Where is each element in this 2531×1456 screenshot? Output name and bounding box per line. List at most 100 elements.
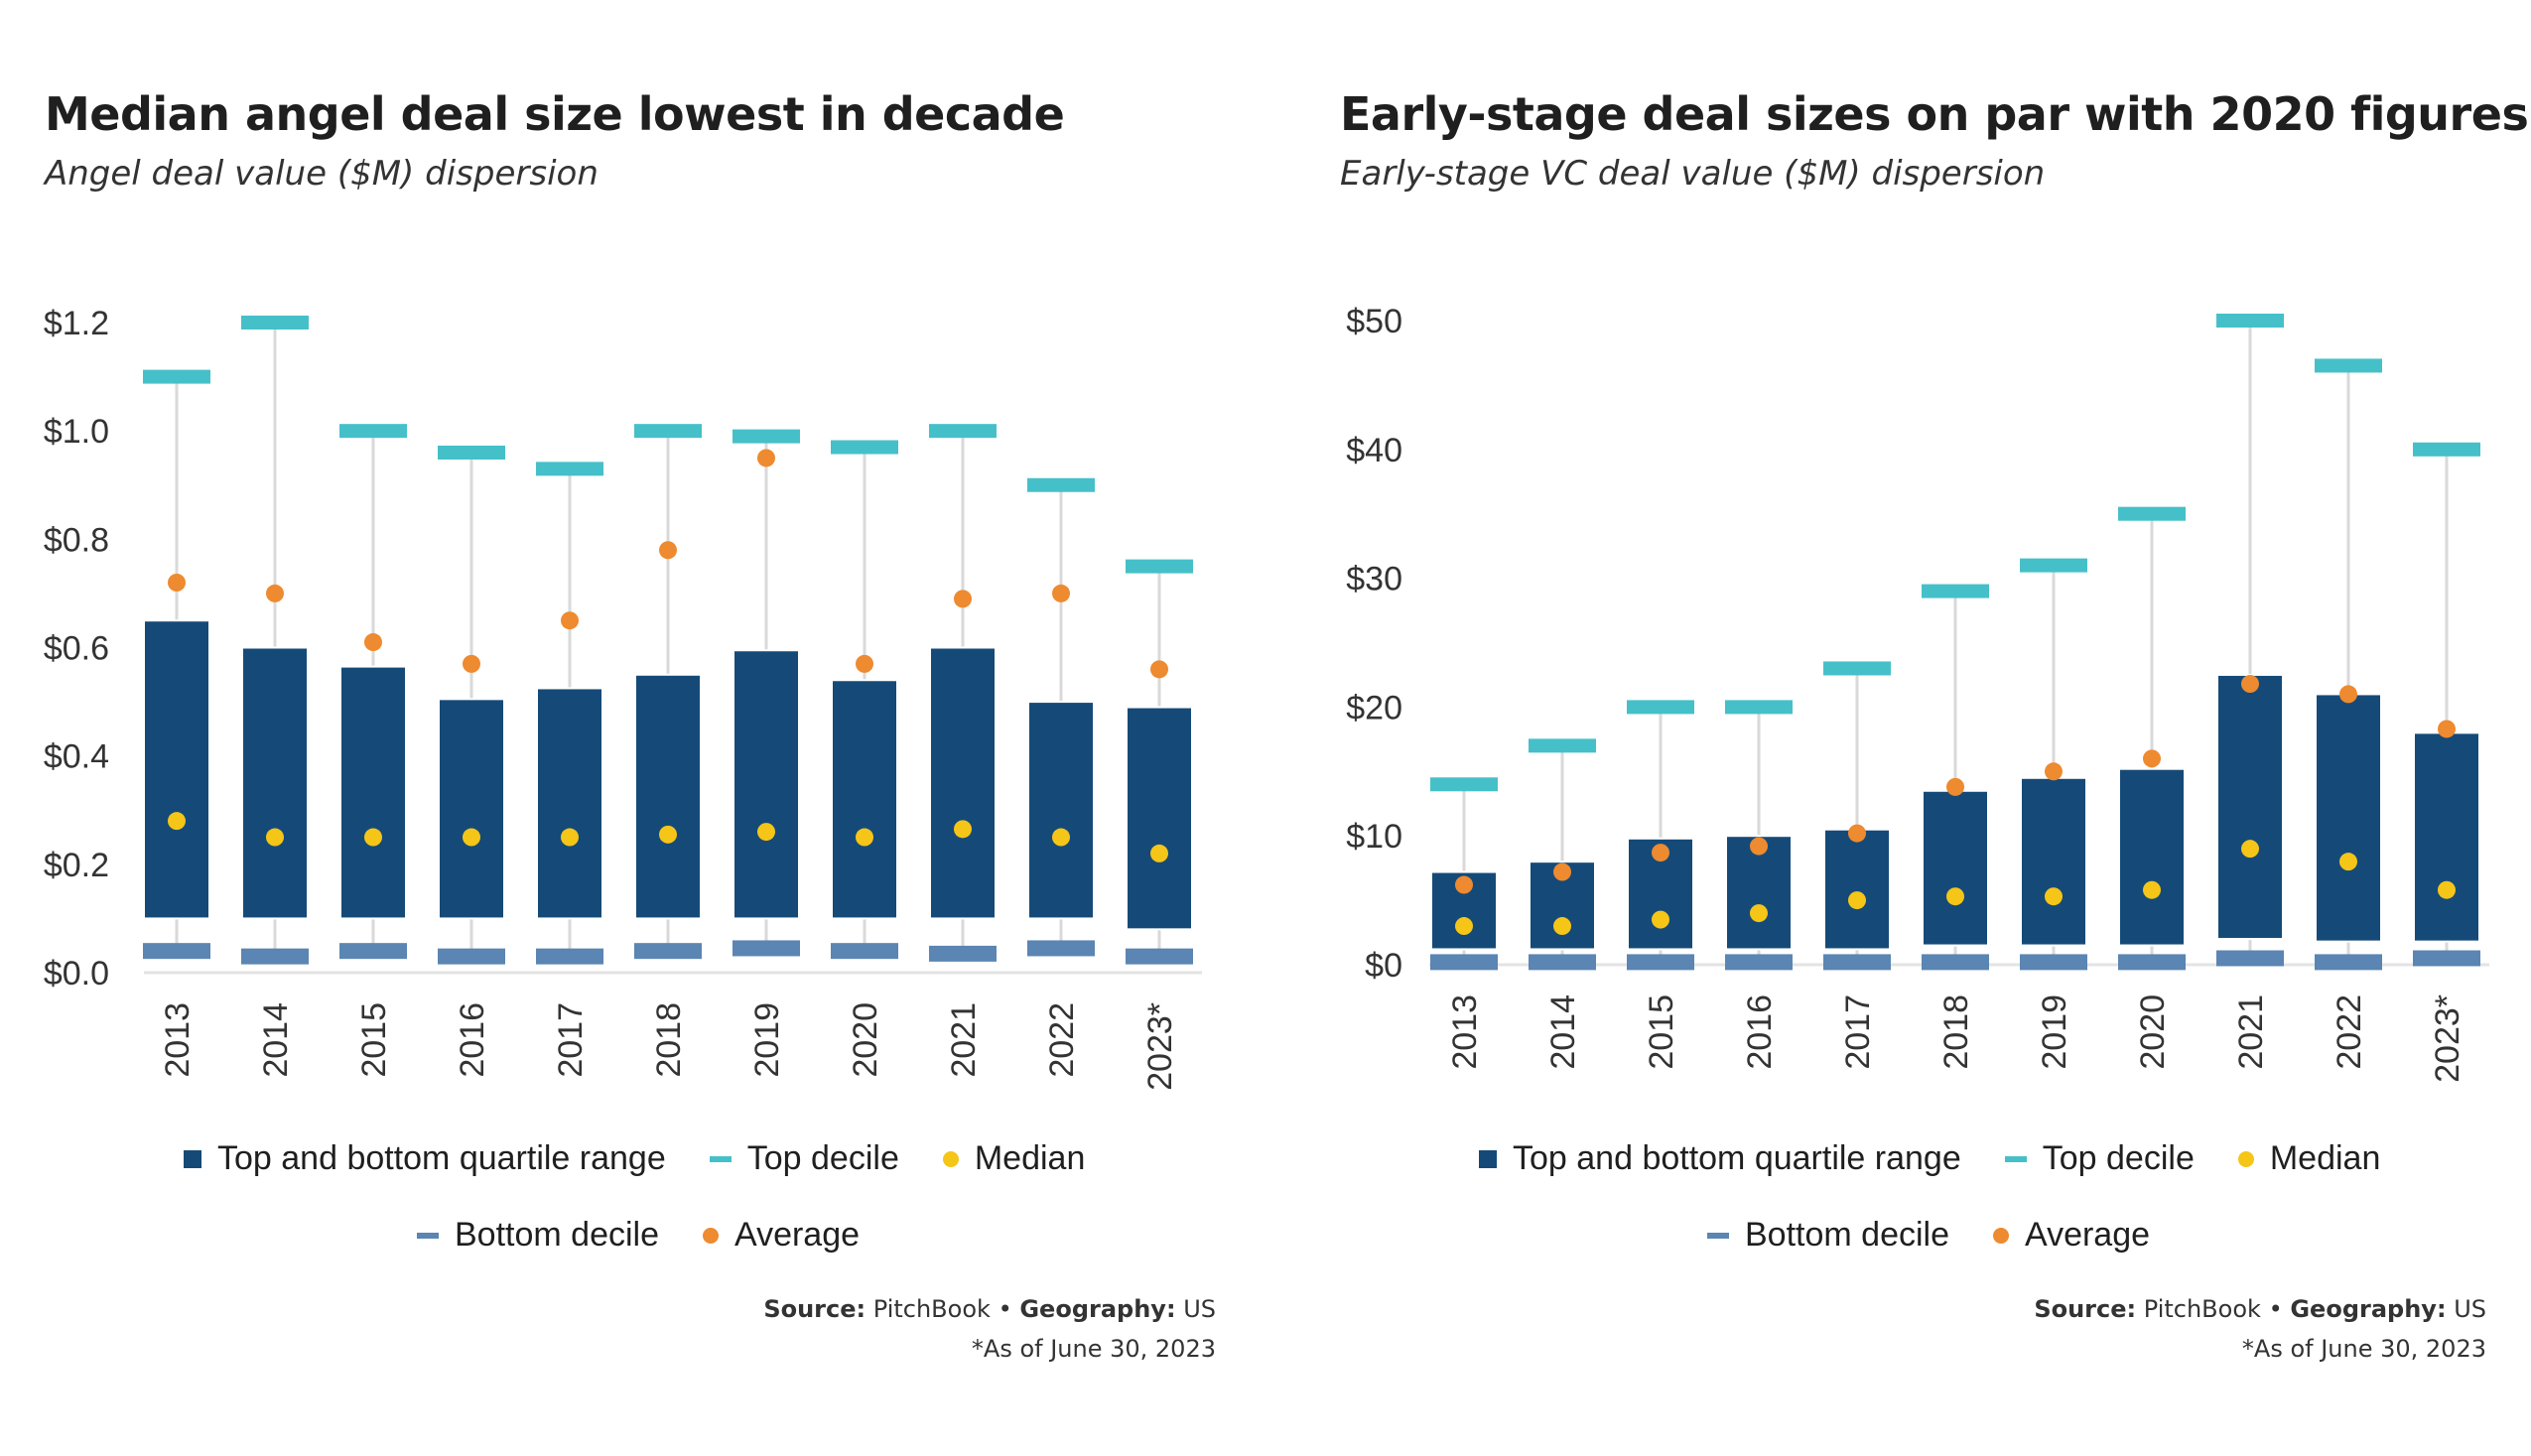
- y-tick-label: $0.6: [44, 630, 109, 668]
- average-dot: [1553, 863, 1571, 881]
- average-dot: [2339, 685, 2357, 703]
- average-dot: [1848, 825, 1866, 843]
- top-decile-marker: [1922, 585, 1989, 598]
- box-2013: [1430, 777, 1498, 970]
- legend-item-quartile: Top and bottom quartile range: [184, 1139, 666, 1178]
- average-dot: [364, 633, 382, 651]
- footnote: *As of June 30, 2023: [2242, 1335, 2486, 1363]
- average-dot: [954, 590, 972, 607]
- median-dot: [463, 829, 480, 847]
- legend-swatch-top-decile: [710, 1156, 732, 1162]
- top-decile-marker: [1823, 661, 1891, 675]
- bottom-decile-marker: [2020, 954, 2087, 970]
- quartile-box: [2217, 675, 2283, 939]
- median-dot: [2241, 840, 2259, 858]
- y-tick-label: $50: [1346, 303, 1402, 340]
- median-dot: [561, 829, 579, 847]
- quartile-box: [1923, 791, 1988, 946]
- average-dot: [1052, 585, 1070, 602]
- bottom-decile-marker: [339, 943, 407, 959]
- top-decile-marker: [2020, 559, 2087, 573]
- legend-item-bottom-decile: Bottom decile: [1707, 1216, 1949, 1255]
- median-dot: [2143, 881, 2161, 899]
- average-dot: [757, 449, 775, 466]
- y-tick-label: $0.4: [44, 738, 109, 776]
- median-dot: [1946, 887, 1964, 905]
- top-decile-marker: [1529, 738, 1596, 752]
- chart-plot-angel: $0.0$0.2$0.4$0.6$0.8$1.0$1.22013 2014 2015…: [0, 0, 1266, 1141]
- x-tick-label: 2017: [1839, 994, 1877, 1070]
- bottom-decile-marker: [1430, 954, 1498, 970]
- x-tick-label: 2018: [1937, 994, 1975, 1070]
- quartile-box: [2021, 778, 2086, 946]
- legend-label-average: Average: [2025, 1216, 2150, 1255]
- median-dot: [856, 829, 873, 847]
- median-dot: [757, 823, 775, 841]
- bottom-decile-marker: [241, 949, 309, 965]
- box-2014: [1529, 738, 1596, 970]
- box-2019: [2020, 559, 2087, 971]
- y-tick-label: $0: [1365, 947, 1402, 985]
- legend-label-quartile: Top and bottom quartile range: [217, 1139, 666, 1178]
- average-dot: [1150, 660, 1168, 678]
- legend-item-median: Median: [2238, 1139, 2381, 1178]
- y-tick-label: $1.2: [44, 305, 109, 342]
- average-dot: [1946, 778, 1964, 796]
- x-tick-label: 2014: [1544, 994, 1582, 1070]
- box-2017: [1823, 661, 1891, 970]
- chart-panel-angel: Median angel deal size lowest in decade …: [0, 0, 1266, 1456]
- x-tick-label: 2017: [552, 1002, 590, 1078]
- x-tick-label: 2020: [2134, 994, 2172, 1070]
- x-tick-label: 2019: [2036, 994, 2073, 1070]
- y-tick-label: $30: [1346, 561, 1402, 598]
- x-tick-label: 2015: [355, 1002, 393, 1078]
- legend-swatch-average: [703, 1228, 719, 1244]
- quartile-box: [832, 680, 897, 918]
- x-tick-label: 2014: [257, 1002, 295, 1078]
- bottom-decile-marker: [438, 949, 505, 965]
- box-2021: [929, 424, 997, 962]
- legend-label-median: Median: [2270, 1139, 2381, 1178]
- box-2022: [1027, 478, 1095, 957]
- legend-swatch-quartile: [184, 1150, 201, 1168]
- bottom-decile-marker: [634, 943, 702, 959]
- quartile-box: [242, 648, 308, 919]
- box-2015: [1627, 700, 1694, 970]
- median-dot: [2339, 853, 2357, 870]
- average-dot: [2241, 675, 2259, 693]
- median-dot: [2438, 881, 2456, 899]
- x-tick-label: 2016: [1741, 994, 1779, 1070]
- legend-item-average: Average: [1993, 1216, 2150, 1255]
- top-decile-marker: [1627, 700, 1694, 714]
- quartile-box: [537, 688, 602, 918]
- bottom-decile-marker: [1627, 954, 1694, 970]
- average-dot: [168, 574, 186, 592]
- legend-item-top-decile: Top decile: [710, 1139, 899, 1178]
- average-dot: [266, 585, 284, 602]
- bottom-decile-marker: [536, 949, 603, 965]
- top-decile-marker: [536, 462, 603, 475]
- median-dot: [168, 812, 186, 830]
- legend-swatch-quartile: [1479, 1150, 1497, 1168]
- top-decile-marker: [1126, 560, 1193, 574]
- source-label: Source:: [2034, 1295, 2136, 1323]
- source-line: Source: PitchBook • Geography: US: [763, 1295, 1216, 1323]
- top-decile-marker: [733, 430, 800, 444]
- bottom-decile-marker: [1725, 954, 1793, 970]
- y-tick-label: $0.0: [44, 955, 109, 993]
- y-tick-label: $0.8: [44, 521, 109, 559]
- average-dot: [856, 655, 873, 673]
- average-dot: [2045, 762, 2063, 780]
- bottom-decile-marker: [733, 940, 800, 956]
- median-dot: [1848, 891, 1866, 909]
- footnote: *As of June 30, 2023: [972, 1335, 1216, 1363]
- median-dot: [2045, 887, 2063, 905]
- y-tick-label: $10: [1346, 818, 1402, 856]
- quartile-box: [1127, 708, 1192, 930]
- legend-item-top-decile: Top decile: [2005, 1139, 2195, 1178]
- x-tick-label: 2020: [847, 1002, 884, 1078]
- box-2014: [241, 316, 309, 965]
- x-tick-label: 2022: [2331, 994, 2368, 1070]
- quartile-box: [930, 648, 996, 919]
- source-value: PitchBook: [873, 1295, 991, 1323]
